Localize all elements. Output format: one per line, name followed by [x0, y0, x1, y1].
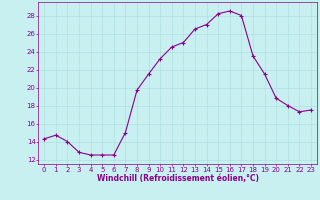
X-axis label: Windchill (Refroidissement éolien,°C): Windchill (Refroidissement éolien,°C) — [97, 174, 259, 183]
